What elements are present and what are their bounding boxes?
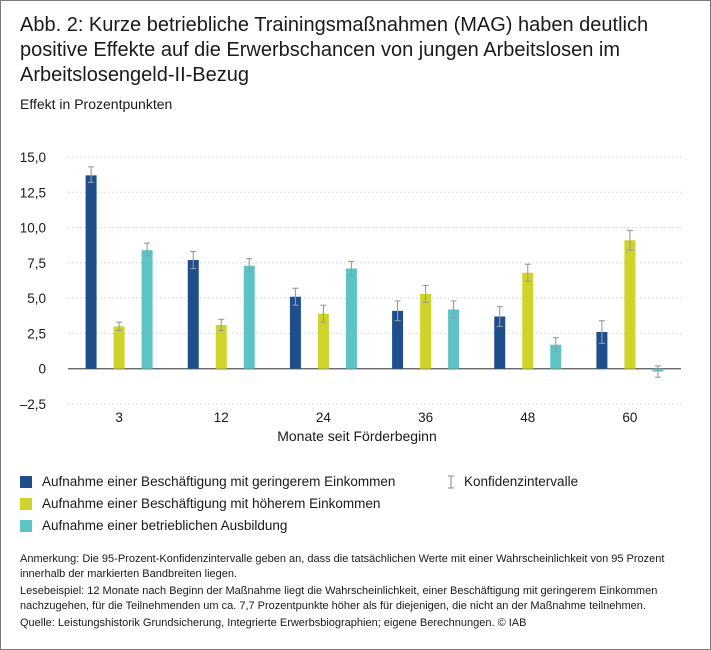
bar-series2-3: [113, 326, 125, 369]
bar-series2-48: [522, 272, 534, 369]
legend-item-ci: Konfidenzintervalle: [446, 474, 578, 489]
x-tick-labels: 3 12 24 36 48 60: [115, 410, 637, 425]
chart-subtitle: Effekt in Prozentpunkten: [20, 96, 173, 112]
x-tick-label: 24: [316, 410, 332, 425]
bar-series3-36: [448, 309, 460, 369]
y-tick-label: 12,5: [20, 185, 46, 200]
bar-series2-24: [317, 313, 329, 369]
legend-label: Konfidenzintervalle: [464, 474, 579, 489]
bar-chart: 15,0 12,5 10,0 7,5 5,0 2,5 0 –2,5 3 12 24 36 48 60 M…: [20, 150, 681, 444]
legend-label: Aufnahme einer Beschäftigung mit höherem…: [42, 496, 381, 511]
y-tick-label: 15,0: [20, 150, 46, 165]
y-tick-labels: 15,0 12,5 10,0 7,5 5,0 2,5 0 –2,5: [20, 150, 46, 412]
ci-icon: [448, 474, 454, 489]
bar-series1-36: [392, 310, 404, 369]
bar-series1-48: [494, 316, 506, 369]
x-tick-label: 48: [520, 410, 535, 425]
x-tick-label: 3: [115, 410, 123, 425]
bar-series1-12: [187, 260, 199, 369]
legend-swatch-series1: [20, 475, 32, 488]
x-axis-label: Monate seit Förderbeginn: [277, 428, 437, 444]
x-tick-label: 12: [214, 410, 229, 425]
legend-item-geringerem: Aufnahme einer Beschäftigung mit geringe…: [20, 474, 395, 489]
bar-series3-12: [243, 265, 255, 369]
note-anmerkung: Anmerkung: Die 95-Prozent-Konfidenzinter…: [20, 553, 665, 581]
bar-series3-24: [345, 268, 357, 369]
bar-series1-3: [85, 175, 97, 369]
y-tick-label: –2,5: [20, 397, 46, 412]
y-tick-label: 0: [38, 362, 46, 377]
bar-series2-36: [420, 293, 432, 369]
y-tick-label: 10,0: [20, 221, 46, 236]
footnotes: Anmerkung: Die 95-Prozent-Konfidenzinter…: [20, 552, 700, 632]
bars: [85, 175, 664, 372]
bar-series1-60: [596, 332, 608, 369]
chart-title: Abb. 2: Kurze betriebliche Trainingsmaßn…: [20, 14, 649, 86]
legend-label: Aufnahme einer betrieblichen Ausbildung: [42, 518, 288, 533]
note-lesebeispiel: Lesebeispiel: 12 Monate nach Beginn der …: [20, 584, 658, 613]
legend-swatch-series2: [20, 497, 32, 510]
legend-swatch-series3: [20, 519, 32, 532]
legend-item-hoeherem: Aufnahme einer Beschäftigung mit höherem…: [20, 496, 380, 511]
confidence-intervals: [88, 166, 661, 378]
bar-series2-12: [215, 324, 227, 369]
legend-label: Aufnahme einer Beschäftigung mit geringe…: [42, 474, 396, 489]
y-tick-label: 7,5: [27, 256, 46, 271]
bar-series3-3: [141, 250, 153, 369]
legend-item-ausbildung: Aufnahme einer betrieblichen Ausbildung: [20, 518, 287, 533]
grid-lines: [68, 156, 681, 405]
y-tick-label: 2,5: [27, 326, 46, 341]
x-tick-label: 36: [418, 410, 433, 425]
bar-series3-48: [550, 344, 562, 369]
y-tick-label: 5,0: [27, 291, 46, 306]
x-tick-label: 60: [622, 410, 637, 425]
note-quelle: Quelle: Leistungshistorik Grundsicherung…: [20, 616, 527, 629]
bar-series1-24: [289, 296, 301, 369]
bar-series2-60: [624, 240, 636, 369]
